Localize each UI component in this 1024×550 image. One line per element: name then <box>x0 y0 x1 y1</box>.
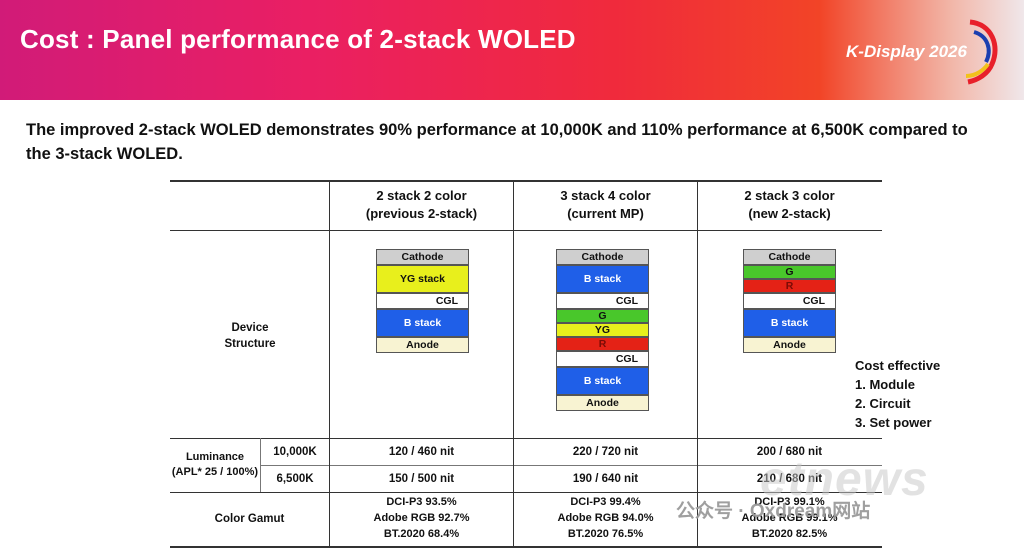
stack-layer-cathode: Cathode <box>743 249 836 265</box>
column-header-line1: 2 stack 3 color <box>744 188 835 203</box>
column-header-line2: (current MP) <box>567 206 644 221</box>
gamut-adobe-rgb: Adobe RGB 92.7% <box>373 512 470 524</box>
device-divider <box>170 438 882 439</box>
device-label-line1: Device <box>231 322 269 334</box>
col-divider-2 <box>513 180 514 546</box>
column-header-new: 2 stack 3 color (new 2-stack) <box>698 187 881 223</box>
gamut-cell: DCI-P3 93.5% Adobe RGB 92.7% BT.2020 68.… <box>330 494 513 542</box>
gamut-adobe-rgb: Adobe RGB 99.1% <box>741 512 838 524</box>
column-header-line1: 3 stack 4 color <box>560 188 651 203</box>
stack-layer-r: R <box>556 337 649 351</box>
temp-6500k: 6,500K <box>276 473 314 485</box>
luminance-cell: 210 / 680 nit <box>756 473 823 485</box>
stack-layer-g: G <box>743 265 836 279</box>
etnews-watermark: etnews <box>760 453 929 506</box>
luminance-cell: 150 / 500 nit <box>388 473 455 485</box>
stack-layer-cgl: CGL <box>556 351 649 367</box>
column-header-previous: 2 stack 2 color (previous 2-stack) <box>330 187 513 223</box>
stack-layer-cathode: Cathode <box>376 249 469 265</box>
account-watermark: 公众号 · Oxdream网站 <box>676 501 871 522</box>
cost-effective-note: Cost effective 1. Module 2. Circuit 3. S… <box>855 356 940 432</box>
luminance-cell: 190 / 640 nit <box>572 473 639 485</box>
device-label-line2: Structure <box>224 338 276 350</box>
temp-10000k: 10,000K <box>273 446 317 458</box>
col-divider-1 <box>329 180 330 546</box>
luminance-label-line1: Luminance <box>185 451 245 463</box>
col-divider-3 <box>697 180 698 546</box>
header-divider <box>170 230 882 231</box>
stack-layer-cgl: CGL <box>556 293 649 309</box>
stack-layer-anode: Anode <box>376 337 469 353</box>
stack-layer-b-stack: B stack <box>556 367 649 395</box>
stack-layer-yg-stack: YG stack <box>376 265 469 293</box>
cost-item: 2. Circuit <box>855 396 911 411</box>
stack-layer-anode: Anode <box>743 337 836 353</box>
temp-divider <box>260 438 261 492</box>
column-header-current: 3 stack 4 color (current MP) <box>514 187 697 223</box>
gamut-dci-p3: DCI-P3 99.1% <box>754 496 825 508</box>
gamut-dci-p3: DCI-P3 99.4% <box>570 496 641 508</box>
k-display-logo: K-Display 2026 <box>846 42 967 61</box>
stack-layer-b-stack: B stack <box>556 265 649 293</box>
column-header-line2: (new 2-stack) <box>748 206 831 221</box>
luminance-cell: 220 / 720 nit <box>572 446 639 458</box>
stack-layer-cgl: CGL <box>743 293 836 309</box>
stack-layer-cgl: CGL <box>376 293 469 309</box>
gamut-cell: DCI-P3 99.4% Adobe RGB 94.0% BT.2020 76.… <box>514 494 697 542</box>
gamut-bt2020: BT.2020 76.5% <box>567 528 644 540</box>
luminance-row-divider <box>260 465 882 466</box>
summary-text: The improved 2-stack WOLED demonstrates … <box>26 121 968 163</box>
stack-layer-anode: Anode <box>556 395 649 411</box>
color-gamut-label: Color Gamut <box>214 513 285 525</box>
stack-layer-g: G <box>556 309 649 323</box>
cost-item: 1. Module <box>855 377 915 392</box>
gamut-bt2020: BT.2020 82.5% <box>751 528 828 540</box>
stack-layer-r: R <box>743 279 836 293</box>
gamut-cell: DCI-P3 99.1% Adobe RGB 99.1% BT.2020 82.… <box>698 494 881 542</box>
gamut-adobe-rgb: Adobe RGB 94.0% <box>557 512 654 524</box>
luminance-label: Luminance (APL* 25 / 100%) <box>170 450 260 480</box>
cost-item: 3. Set power <box>855 415 932 430</box>
luminance-cell: 200 / 680 nit <box>756 446 823 458</box>
table-top-border <box>170 180 882 182</box>
header-banner: Cost : Panel performance of 2-stack WOLE… <box>0 0 1024 100</box>
column-header-line2: (previous 2-stack) <box>365 206 478 221</box>
device-structure-label: Device Structure <box>172 320 328 352</box>
k-display-swoosh-icon <box>965 19 998 85</box>
stack-layer-cathode: Cathode <box>556 249 649 265</box>
luminance-cell: 120 / 460 nit <box>388 446 455 458</box>
stack-layer-b-stack: B stack <box>376 309 469 337</box>
column-header-line1: 2 stack 2 color <box>376 188 467 203</box>
gamut-bt2020: BT.2020 68.4% <box>383 528 460 540</box>
slide-title: Cost : Panel performance of 2-stack WOLE… <box>20 24 576 54</box>
cost-title: Cost effective <box>855 358 941 373</box>
stack-layer-b-stack: B stack <box>743 309 836 337</box>
stack-layer-yg: YG <box>556 323 649 337</box>
luminance-label-line2: (APL* 25 / 100%) <box>171 466 259 478</box>
luminance-divider <box>170 492 882 493</box>
gamut-dci-p3: DCI-P3 93.5% <box>386 496 457 508</box>
table-bottom-border <box>170 546 882 548</box>
